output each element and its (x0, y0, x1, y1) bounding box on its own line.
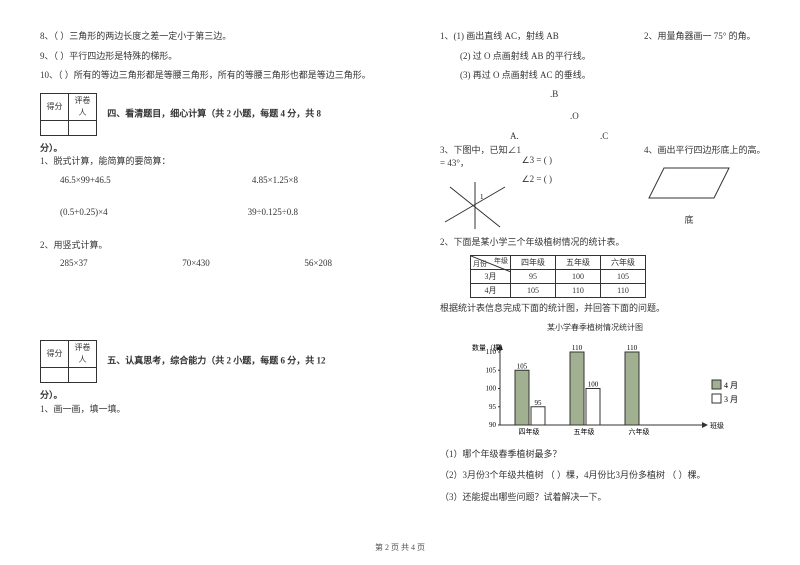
geometry-questions: 1、(1) 画出直线 AC，射线 AB (2) 过 O 点画射线 AB 的平行线… (440, 30, 644, 144)
points-diagram: .B .O A. .C (480, 89, 644, 144)
svg-text:110: 110 (627, 344, 638, 352)
question-10: 10、（ ）所有的等边三角形都是等腰三角形，所有的等腰三角形也都是等边三角形。 (40, 69, 380, 83)
diag-top: 年级 (494, 256, 508, 266)
expr-2b: 70×430 (182, 258, 210, 268)
expr-1c: (0.5+0.25)×4 (60, 207, 108, 217)
cell-6-3: 105 (601, 270, 646, 284)
score-label-5: 得分 (41, 341, 69, 368)
parallelogram-q: 4、画出平行四边形底上的高。 (644, 144, 780, 158)
geom-q1-3: (3) 再过 O 点画射线 AC 的垂线。 (460, 69, 644, 83)
expr-2c: 56×208 (304, 258, 332, 268)
svg-text:四年级: 四年级 (519, 427, 540, 436)
svg-text:1: 1 (480, 193, 484, 201)
angle-3-blank: ∠3 = ( ) (522, 154, 634, 168)
section-5-header: 得分评卷人 五、认真思考，综合能力（共 2 小题，每题 6 分，共 12 (40, 340, 380, 383)
left-column: 8、（ ）三角形的两边长度之差一定小于第三边。 9、（ ）平行四边形是特殊的梯形… (0, 0, 400, 565)
svg-text:105: 105 (517, 362, 528, 370)
draw-fill-title: 1、画一画，填一填。 (40, 403, 380, 417)
score-label: 得分 (41, 93, 69, 120)
calc-1-title: 1、脱式计算，能简算的要简算： (40, 155, 380, 169)
stats-table: 年级 月份 四年级 五年级 六年级 3月 95 100 105 4月 105 1… (470, 255, 646, 298)
grader-cell-5 (69, 368, 97, 383)
col-grade6: 六年级 (601, 256, 646, 270)
question-8: 8、（ ）三角形的两边长度之差一定小于第三边。 (40, 30, 380, 44)
svg-text:95: 95 (489, 402, 497, 410)
expr-1d: 39÷0.125÷0.8 (248, 207, 298, 217)
calc-row-3: 285×37 70×430 56×208 (60, 258, 332, 268)
stats-intro: 2、下面是某小学三个年级植树情况的统计表。 (440, 236, 780, 250)
angle-q3: 3、下图中，已知∠1 = 43°， (440, 144, 522, 171)
top-right-block: 1、(1) 画出直线 AC，射线 AB (2) 过 O 点画射线 AB 的平行线… (440, 30, 780, 144)
chart-title: 某小学春季植树情况统计图 (470, 322, 720, 334)
grader-label-5: 评卷人 (69, 341, 97, 368)
angle-2-blank: ∠2 = ( ) (522, 173, 634, 187)
svg-text:110: 110 (572, 344, 583, 352)
col-grade4: 四年级 (511, 256, 556, 270)
calc-row-1: 46.5×99+46.5 4.85×1.25×8 (60, 175, 298, 185)
geom-q1-1: 1、(1) 画出直线 AC，射线 AB (440, 30, 644, 44)
parallelogram-base-label: 底 (644, 213, 734, 226)
subq-2: （2）3月份3个年级共植树 （ ）棵，4月份比3月份多植树 （ ）棵。 (440, 469, 780, 483)
svg-text:4 月: 4 月 (724, 381, 738, 390)
point-b: .B (550, 89, 558, 99)
svg-text:90: 90 (489, 421, 497, 429)
svg-text:班级: 班级 (710, 421, 724, 430)
col-grade5: 五年级 (556, 256, 601, 270)
section-5-suffix: 分）。 (40, 390, 63, 400)
angle-question: 2、用量角器画一 75° 的角。 (644, 30, 780, 144)
expr-2a: 285×37 (60, 258, 88, 268)
grader-label: 评卷人 (69, 93, 97, 120)
parallelogram-block: 4、画出平行四边形底上的高。 底 (644, 144, 780, 232)
mid-right-block: 3、下图中，已知∠1 = 43°， 1 ∠3 = ( ) ∠2 = ( ) 4、… (440, 144, 780, 232)
angle-diagram-block: 3、下图中，已知∠1 = 43°， 1 ∠3 = ( ) ∠2 = ( ) (440, 144, 644, 232)
angle-75-q: 2、用量角器画一 75° 的角。 (644, 30, 780, 44)
calc-2-title: 2、用竖式计算。 (40, 239, 380, 253)
geom-q1-2: (2) 过 O 点画射线 AB 的平行线。 (460, 50, 644, 64)
cell-5-3: 100 (556, 270, 601, 284)
point-o: .O (570, 111, 579, 121)
expr-1b: 4.85×1.25×8 (252, 175, 298, 185)
cell-6-4: 110 (601, 284, 646, 298)
svg-text:五年级: 五年级 (574, 427, 595, 436)
section-5-title: 五、认真思考，综合能力（共 2 小题，每题 6 分，共 12 (107, 356, 325, 366)
diag-bottom: 月份 (473, 259, 487, 269)
score-cell-5 (41, 368, 69, 383)
point-a: A. (510, 131, 519, 141)
angle-diagram: 1 (440, 177, 510, 232)
score-table-4: 得分评卷人 (40, 93, 97, 136)
chart-note: 根据统计表信息完成下面的统计图，并回答下面的问题。 (440, 302, 780, 316)
subq-1: （1）哪个年级春季植树最多？ (440, 448, 780, 462)
cell-5-4: 110 (556, 284, 601, 298)
score-cell (41, 120, 69, 135)
diag-cell: 年级 月份 (471, 256, 511, 270)
right-column: 1、(1) 画出直线 AC，射线 AB (2) 过 O 点画射线 AB 的平行线… (400, 0, 800, 565)
parallelogram-icon (644, 163, 734, 213)
score-table-5: 得分评卷人 (40, 340, 97, 383)
cell-4-3: 95 (511, 270, 556, 284)
bar-chart: 数量（棵）9095100105110班级10595四年级110100五年级110… (470, 340, 780, 440)
section-4-header: 得分评卷人 四、看清题目，细心计算（共 2 小题，每题 4 分，共 8 (40, 93, 380, 136)
svg-text:3 月: 3 月 (724, 395, 738, 404)
section-4-title: 四、看清题目，细心计算（共 2 小题，每题 4 分，共 8 (107, 108, 321, 118)
svg-text:95: 95 (535, 398, 543, 406)
svg-text:105: 105 (486, 366, 497, 374)
svg-text:100: 100 (486, 384, 497, 392)
page-footer: 第 2 页 共 4 页 (0, 542, 800, 553)
svg-text:六年级: 六年级 (629, 427, 650, 436)
grader-cell (69, 120, 97, 135)
question-9: 9、（ ）平行四边形是特殊的梯形。 (40, 50, 380, 64)
point-c: .C (600, 131, 608, 141)
svg-text:110: 110 (486, 348, 497, 356)
section-4-suffix: 分）。 (40, 143, 63, 153)
row-apr: 4月 (471, 284, 511, 298)
expr-1a: 46.5×99+46.5 (60, 175, 111, 185)
cell-4-4: 105 (511, 284, 556, 298)
svg-text:100: 100 (588, 380, 599, 388)
calc-row-2: (0.5+0.25)×4 39÷0.125÷0.8 (60, 207, 298, 217)
subq-3: （3）还能提出哪些问题？试着解决一下。 (440, 491, 780, 505)
